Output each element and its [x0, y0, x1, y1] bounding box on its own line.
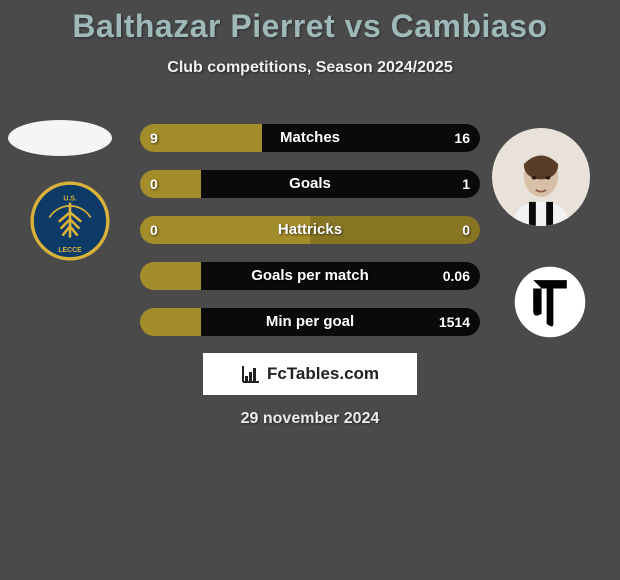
metric-value-right: 1 [462, 170, 470, 198]
metric-label: Hattricks [140, 216, 480, 244]
player-right-photo [492, 128, 590, 226]
date-text: 29 november 2024 [0, 410, 620, 428]
fctables-logo: FcTables.com [203, 353, 417, 395]
metric-label: Matches [140, 124, 480, 152]
subtitle: Club competitions, Season 2024/2025 [0, 59, 620, 77]
club-left-badge: U.S. LECCE [20, 178, 120, 264]
metric-row: Min per goal1514 [140, 308, 480, 336]
svg-text:U.S.: U.S. [63, 195, 76, 202]
page-title: Balthazar Pierret vs Cambiaso [0, 0, 620, 45]
metric-value-right: 0.06 [443, 262, 470, 290]
metric-row: Goals per match0.06 [140, 262, 480, 290]
metric-value-left: 0 [150, 216, 158, 244]
metric-value-right: 0 [462, 216, 470, 244]
metric-row: Matches9 16 [140, 124, 480, 152]
metric-row: Hattricks0 0 [140, 216, 480, 244]
metric-value-left: 9 [150, 124, 158, 152]
metric-value-right: 1514 [439, 308, 470, 336]
comparison-bars: Matches916Goals01Hattricks00Goals per ma… [140, 124, 480, 354]
metric-label: Goals [140, 170, 480, 198]
logo-text: FcTables.com [267, 364, 379, 384]
player-left-photo [8, 120, 112, 156]
svg-text:LECCE: LECCE [58, 247, 82, 254]
metric-value-left: 0 [150, 170, 158, 198]
metric-label: Goals per match [140, 262, 480, 290]
club-right-badge [500, 260, 600, 344]
metric-row: Goals0 1 [140, 170, 480, 198]
metric-value-right: 16 [454, 124, 470, 152]
metric-label: Min per goal [140, 308, 480, 336]
chart-icon [241, 364, 261, 384]
